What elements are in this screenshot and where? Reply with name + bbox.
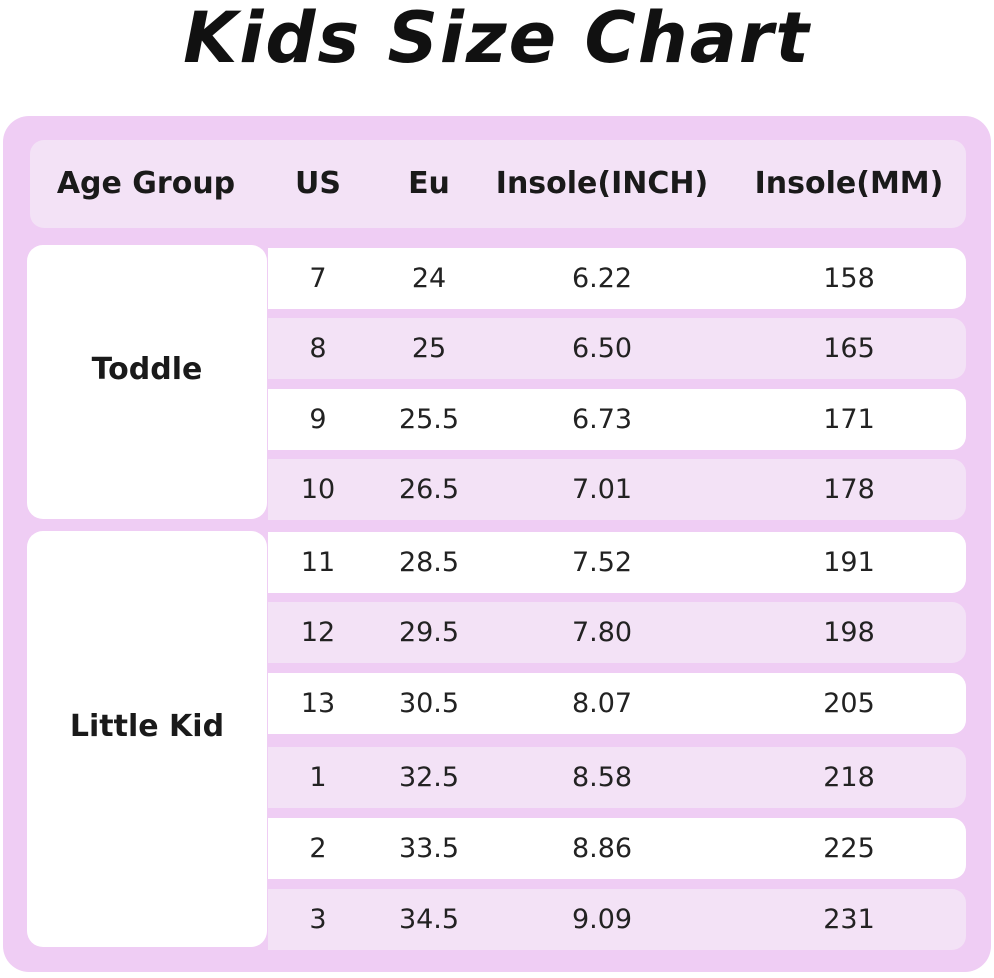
cell-us: 7 [309,263,327,294]
header-age-group: Age Group [56,166,236,201]
group-label-little-kid: Little Kid [69,709,225,744]
cell-eu: 24 [411,263,447,294]
table-row [268,389,966,450]
cell-eu: 32.5 [398,762,460,793]
cell-insole-inch: 7.80 [571,617,633,648]
cell-insole-mm: 225 [823,833,875,864]
cell-insole-inch: 6.50 [571,333,633,364]
header-eu: Eu [408,166,450,201]
table-row [268,818,966,879]
group-cell-toddle [27,245,267,519]
cell-insole-inch: 8.86 [571,833,633,864]
table-row [268,318,966,379]
group-label-toddle: Toddle [91,352,203,387]
table-row [268,602,966,663]
cell-insole-mm: 191 [823,547,875,578]
cell-insole-mm: 218 [823,762,875,793]
table-row [268,532,966,593]
cell-insole-inch: 7.52 [571,547,633,578]
table-row [268,248,966,309]
cell-us: 8 [309,333,327,364]
cell-insole-inch: 8.58 [571,762,633,793]
cell-insole-inch: 7.01 [571,474,633,505]
cell-insole-inch: 6.73 [571,404,633,435]
cell-insole-mm: 231 [823,904,875,935]
header-us: US [295,166,341,201]
table-header-row [30,140,966,228]
cell-insole-mm: 178 [823,474,875,505]
cell-insole-mm: 171 [823,404,875,435]
cell-us: 9 [309,404,327,435]
table-row [268,459,966,520]
cell-eu: 28.5 [398,547,460,578]
cell-us: 3 [309,904,327,935]
cell-us: 2 [309,833,327,864]
table-row [268,889,966,950]
cell-eu: 33.5 [398,833,460,864]
cell-eu: 34.5 [398,904,460,935]
cell-us: 12 [300,617,336,648]
cell-insole-inch: 8.07 [571,688,633,719]
cell-us: 1 [309,762,327,793]
page-title: Kids Size Chart [183,0,811,79]
cell-insole-inch: 6.22 [571,263,633,294]
cell-insole-mm: 165 [823,333,875,364]
header-insole-mm: Insole(MM) [754,166,944,201]
header-insole-inch: Insole(INCH) [495,166,709,201]
cell-us: 10 [300,474,336,505]
cell-eu: 25 [411,333,447,364]
table-row [268,747,966,808]
cell-insole-mm: 205 [823,688,875,719]
cell-eu: 30.5 [398,688,460,719]
cell-eu: 26.5 [398,474,460,505]
table-row [268,673,966,734]
cell-insole-mm: 158 [823,263,875,294]
cell-us: 13 [300,688,336,719]
cell-eu: 25.5 [398,404,460,435]
group-cell-little-kid [27,531,267,947]
cell-insole-inch: 9.09 [571,904,633,935]
cell-eu: 29.5 [398,617,460,648]
cell-us: 11 [300,547,336,578]
cell-insole-mm: 198 [823,617,875,648]
